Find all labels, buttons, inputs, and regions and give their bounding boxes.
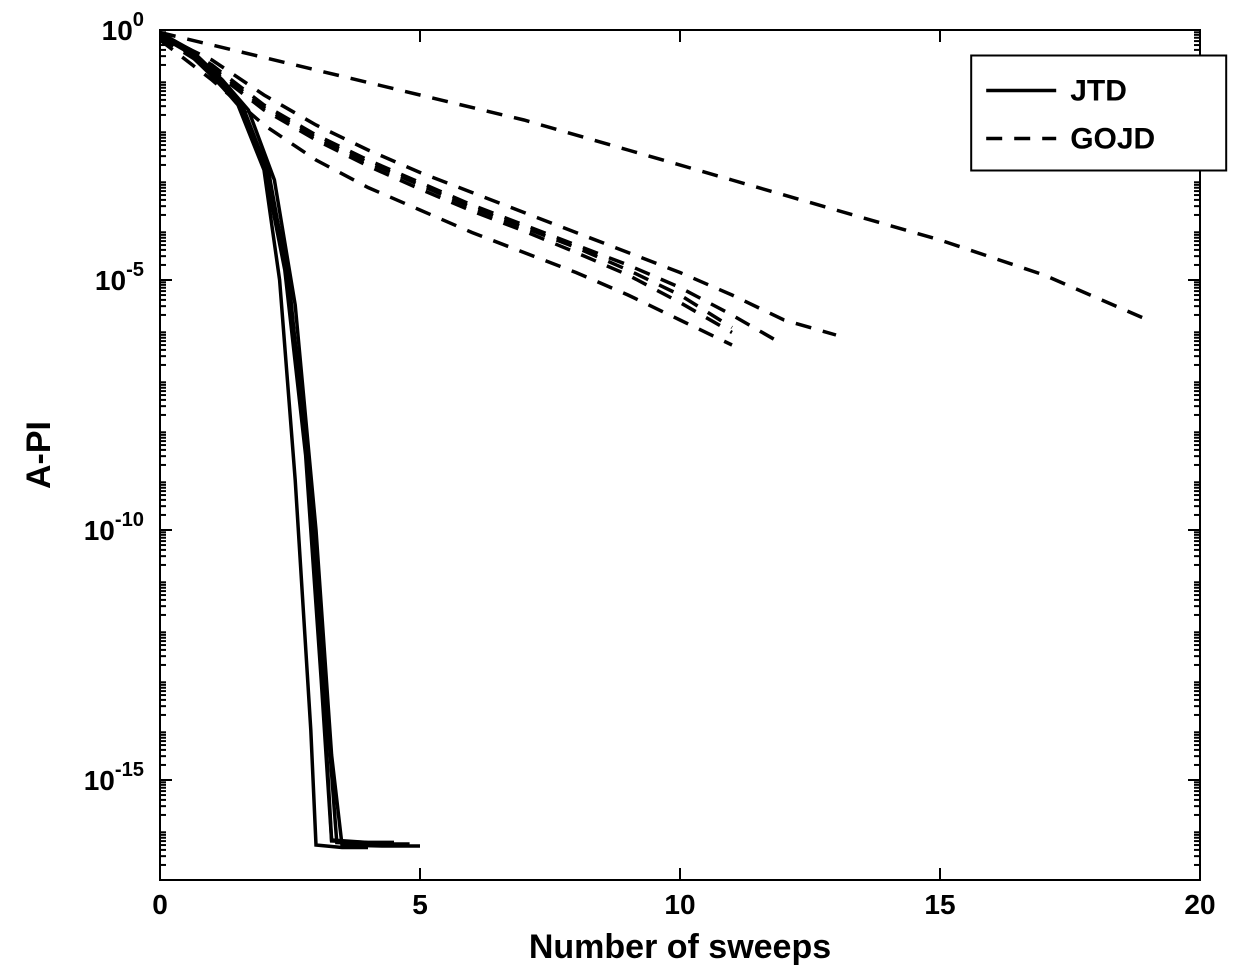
convergence-chart: 0 5 10 15 20 100 10-5 10-10 10-15 Number of sweep… (0, 0, 1240, 979)
x-axis-title: Number of sweeps (529, 928, 831, 966)
legend-label: GOJD (1070, 123, 1155, 156)
x-tick-label: 20 (1184, 889, 1215, 920)
series-dashed (160, 34, 784, 345)
series-dashed (160, 40, 732, 345)
x-tick-label: 15 (924, 889, 955, 920)
y-axis-title: A-PI (20, 421, 58, 489)
chart-container: 0 5 10 15 20 100 10-5 10-10 10-15 Number of sweep… (0, 0, 1240, 979)
x-tick-label: 10 (664, 889, 695, 920)
x-tick-label: 5 (412, 889, 428, 920)
series-dashed (160, 35, 836, 335)
y-tick-label: 10-10 (84, 509, 144, 546)
x-tick-label: 0 (152, 889, 168, 920)
y-tick-label: 10-15 (84, 759, 144, 796)
series-solid (160, 34, 410, 844)
y-tick-label: 100 (102, 9, 144, 46)
y-tick-label: 10-5 (95, 259, 144, 296)
legend-label: JTD (1070, 75, 1127, 108)
